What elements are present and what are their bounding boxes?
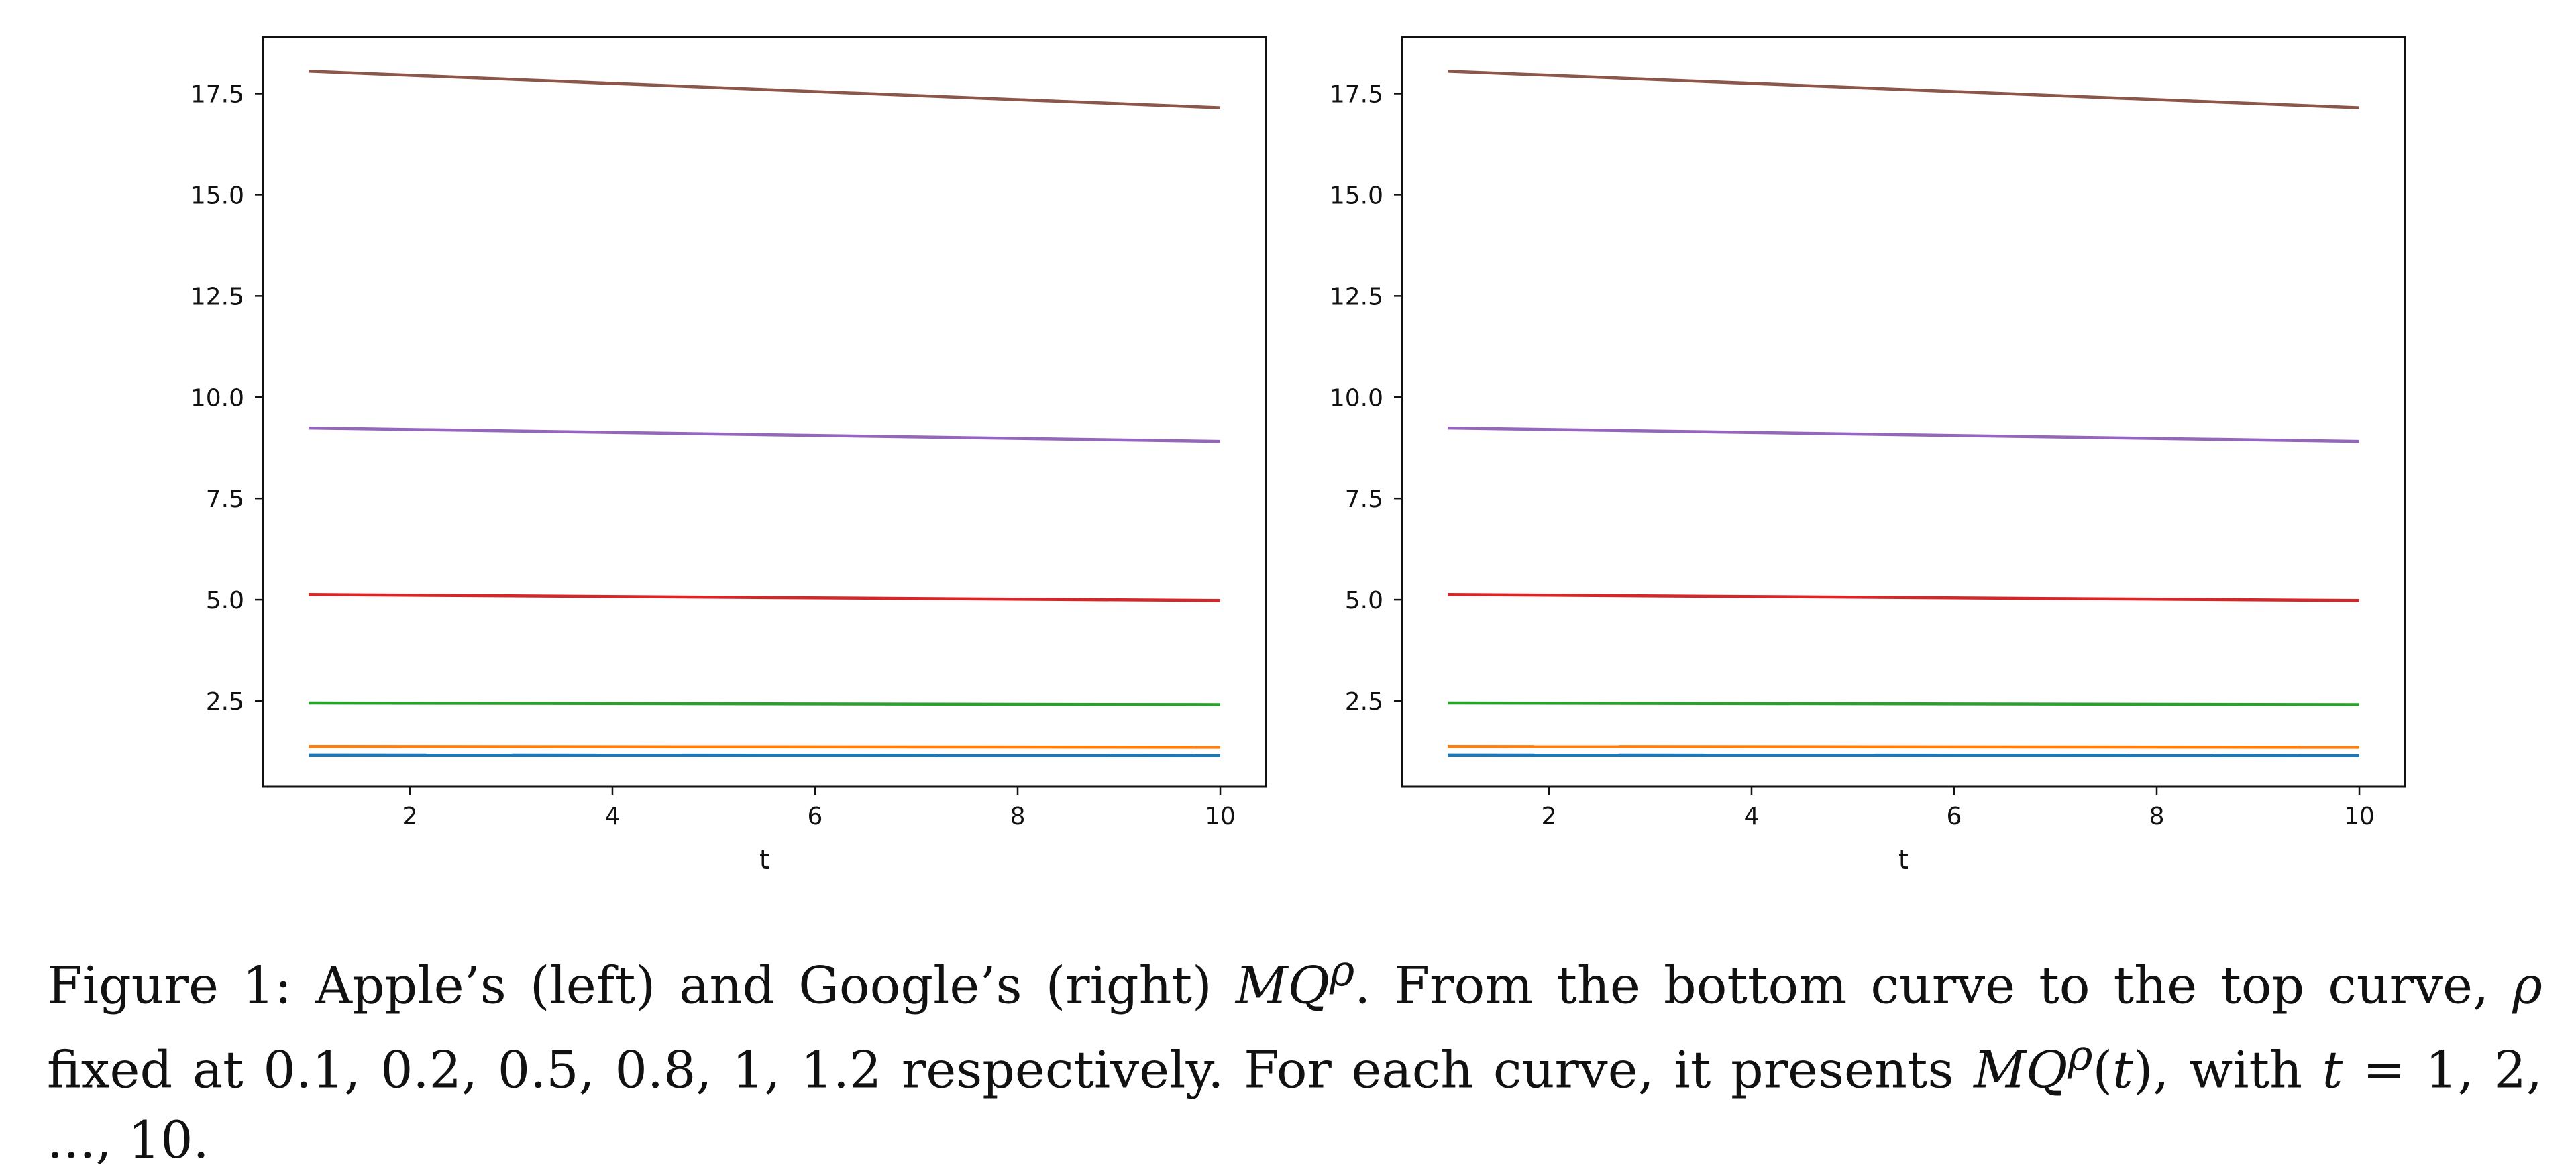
caption-rho-superscript-second: ρ	[2068, 1030, 2093, 1080]
y-tick-label: 17.5	[1330, 81, 1383, 109]
x-tick-label: 6	[808, 803, 823, 830]
x-tick-label: 10	[1205, 803, 1236, 830]
caption-mq: MQ	[1235, 955, 1330, 1015]
x-tick-label: 4	[1744, 803, 1760, 830]
series-line-4	[308, 593, 1221, 602]
y-tick-label: 12.5	[1330, 283, 1383, 311]
left-chart-apple: 2 4 6 8 10 2.5 5.0 7.5 10.0 12.5 15.0 17.5 t	[191, 36, 1267, 875]
series-line-2	[1447, 744, 2360, 749]
series-line-1	[1447, 753, 2360, 757]
series-line-3	[1447, 701, 2360, 706]
figure-caption: Figure 1: Apple’s (left) and Google’s (r…	[47, 936, 2542, 1175]
plot-frame	[1401, 36, 2406, 788]
series-line-3	[308, 701, 1221, 706]
x-tick-label: 10	[2344, 803, 2375, 830]
y-tick-label: 10.0	[191, 384, 244, 412]
caption-t-variable-second: t	[2322, 1040, 2343, 1100]
x-tick-label: 6	[1947, 803, 1962, 830]
series-line-1	[308, 753, 1221, 757]
y-tick-label: 2.5	[1345, 688, 1383, 716]
series-line-5	[308, 426, 1221, 443]
caption-rho: ρ	[2512, 955, 2542, 1015]
y-tick-label: 5.0	[206, 587, 244, 614]
y-tick-label: 10.0	[1330, 384, 1383, 412]
caption-paren-open: (	[2092, 1040, 2113, 1100]
x-tick-label: 8	[2149, 803, 2165, 830]
y-tick-label: 5.0	[1345, 587, 1383, 614]
x-tick-label: 2	[402, 803, 418, 830]
series-line-4	[1447, 593, 2360, 602]
caption-with: , with	[2153, 1040, 2322, 1100]
series-line-5	[1447, 426, 2360, 443]
x-tick-label: 8	[1010, 803, 1026, 830]
series-line-6	[308, 70, 1221, 109]
plot-frame	[262, 36, 1267, 788]
y-tick-label: 12.5	[191, 283, 244, 311]
x-axis-label: t	[1898, 845, 1909, 875]
caption-after-mq: . From the bottom curve to the top curve…	[1354, 955, 2513, 1015]
series-line-2	[308, 744, 1221, 749]
caption-paren-close: )	[2133, 1040, 2153, 1100]
y-tick-label: 17.5	[191, 81, 244, 109]
x-axis-label: t	[759, 845, 769, 875]
caption-rho-superscript: ρ	[1329, 946, 1355, 995]
caption-lead: Figure 1: Apple’s (left) and Google’s (r…	[47, 955, 1236, 1015]
x-tick-label: 4	[605, 803, 621, 830]
y-tick-label: 2.5	[206, 688, 244, 716]
figure: 2 4 6 8 102.55.07.510.012.515.017.5t 2 4 6 8 102…	[191, 36, 2406, 875]
y-tick-label: 7.5	[1345, 486, 1383, 513]
y-tick-label: 15.0	[1330, 182, 1383, 209]
caption-after-rho: fixed at 0.1, 0.2, 0.5, 0.8, 1, 1.2 resp…	[47, 1040, 1974, 1100]
x-tick-label: 2	[1542, 803, 1557, 830]
series-line-6	[1447, 70, 2360, 109]
caption-mq-second: MQ	[1974, 1040, 2068, 1100]
y-tick-label: 7.5	[206, 486, 244, 513]
right-chart-google: 2 4 6 8 10 2.5 5.0 7.5 10.0 12.5 15.0 17.5 t	[1330, 36, 2406, 875]
caption-t-variable: t	[2112, 1040, 2133, 1100]
y-tick-label: 15.0	[191, 182, 244, 209]
